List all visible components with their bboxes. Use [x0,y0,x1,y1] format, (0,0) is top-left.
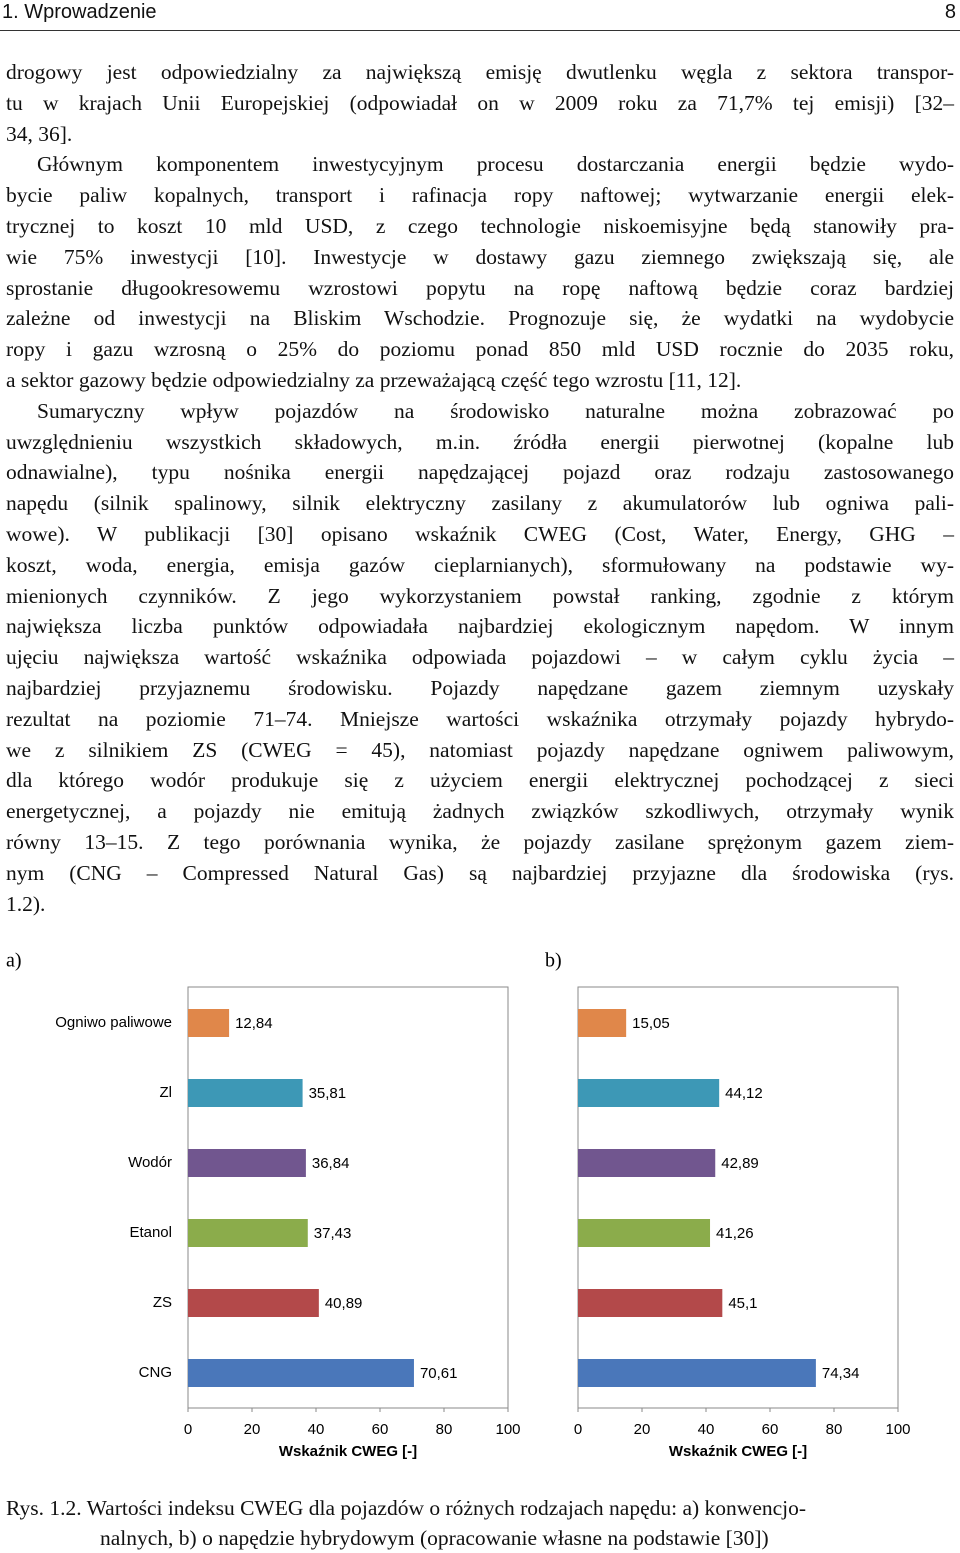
text-line: 34, 36]. [6,121,73,146]
text-line: tu w krajach Unii Europejskiej (odpowiad… [6,90,954,115]
text-line: równy 13–15. Z tego porównania wynika, ż… [6,830,954,854]
text-line: drogowy jest odpowiedzialny za największ… [6,60,954,84]
bar [578,1009,627,1037]
text-line: najbardziej przyjaznemu środowisku. Poja… [6,676,954,700]
value-label: 42,89 [721,1155,759,1172]
text-line: rezultat na poziomie 71–74. Mniejsze war… [6,706,954,731]
bar [578,1149,716,1177]
value-label: 12,84 [235,1015,273,1032]
text-line: trycznej to koszt 10 mld USD, z czego te… [6,214,954,238]
figure-caption: Rys. 1.2. Wartości indeksu CWEG dla poja… [6,1496,807,1520]
text-line: napędu (silnik spalinowy, silnik elektry… [6,491,954,516]
panel-label: b) [545,950,562,972]
category-label: ZS [153,1294,172,1311]
figure-caption: nalnych, b) o napędzie hybrydowym (oprac… [100,1526,769,1550]
text-line: uwzględnieniu wszystkich składowych, m.i… [6,429,954,454]
x-tick-label: 60 [762,1421,779,1438]
text-line: zależne od inwestycji na Bliskim Wschodz… [6,306,954,331]
x-tick-label: 40 [308,1421,325,1438]
text-line: 1.2). [6,891,46,916]
bar [188,1079,303,1107]
value-label: 41,26 [716,1225,754,1242]
text-line: Sumaryczny wpływ pojazdów na środowisko … [37,398,954,423]
text-line: wie 75% inwestycji [10]. Inwestycje w do… [6,244,954,269]
bar [188,1289,319,1317]
text-line: mienionych czynników. Z jego wykorzystan… [6,583,954,608]
category-label: Ogniwo paliwowe [55,1014,172,1031]
x-tick-label: 20 [244,1421,261,1438]
x-tick-label: 0 [574,1421,582,1438]
value-label: 36,84 [312,1155,350,1172]
plot-frame [577,986,899,1409]
text-line: największa liczba punktów odpowiadała na… [6,614,954,639]
bar [188,1149,306,1177]
category-label: CNG [139,1364,172,1381]
value-label: 35,81 [309,1085,347,1102]
category-label: Etanol [129,1224,172,1241]
panel-label: a) [6,950,22,972]
category-label: Zl [160,1084,173,1101]
value-label: 40,89 [325,1295,363,1312]
text-line: bycie paliw kopalnych, transport i rafin… [6,183,954,208]
text-line: Głównym komponentem inwestycyjnym proces… [37,152,954,177]
text-line: energetycznej, a pojazdy nie emitują żad… [6,799,954,824]
x-tick-label: 0 [184,1421,192,1438]
x-tick-label: 80 [436,1421,453,1438]
x-tick-label: 80 [826,1421,843,1438]
value-label: 37,43 [314,1225,352,1242]
text-line: odnawialne), typu nośnika energii napędz… [6,460,954,485]
x-axis-title: Wskaźnik CWEG [-] [279,1443,417,1460]
bar [188,1009,230,1037]
page-number: 8 [944,1,956,23]
bar [578,1219,711,1247]
value-label: 74,34 [822,1365,860,1382]
x-tick-label: 20 [634,1421,651,1438]
text-line: a sektor gazowy będzie odpowiedzialny za… [6,368,742,392]
text-line: dla którego wodór produkuje się z użycie… [6,768,954,793]
x-tick-label: 40 [698,1421,715,1438]
x-tick-label: 100 [495,1421,520,1438]
bar [188,1359,414,1387]
header-title: 1. Wprowadzenie [2,1,157,23]
category-label: Wodór [128,1154,172,1171]
text-line: nym (CNG – Compressed Natural Gas) są na… [6,860,954,885]
page-header: 1. Wprowadzenie 8 [0,0,960,31]
text-line: ujęciu największa wartość wskaźnika odpo… [6,645,954,670]
text-line: sprostanie długookresowemu wzrostowi pop… [6,275,954,300]
text-line: we z silnikiem ZS (CWEG = 45), natomiast… [6,737,954,762]
x-tick-label: 60 [372,1421,389,1438]
value-label: 15,05 [632,1015,670,1032]
value-label: 70,61 [420,1365,458,1382]
x-tick-label: 100 [885,1421,910,1438]
value-label: 44,12 [725,1085,763,1102]
text-line: koszt, woda, energia, emisja gazów ciepl… [6,552,954,577]
text-line: wowe). W publikacji [30] opisano wskaźni… [6,522,954,546]
bar [578,1079,720,1107]
bar [578,1289,723,1317]
bar [578,1359,816,1387]
bar [188,1219,308,1247]
x-axis-title: Wskaźnik CWEG [-] [669,1443,807,1460]
text-line: ropy i gazu wzrosną o 25% do poziomu pon… [6,337,954,362]
plot-frame [187,986,509,1409]
value-label: 45,1 [728,1295,757,1312]
